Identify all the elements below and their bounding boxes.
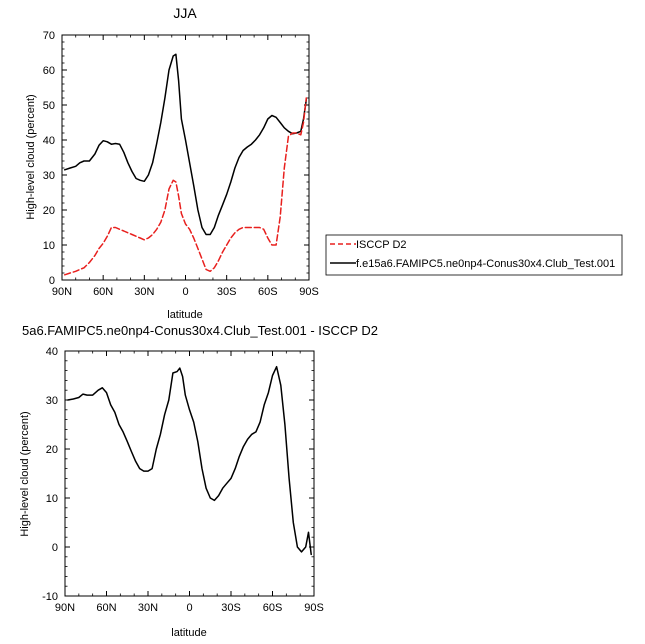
legend-label-model: f.e15a6.FAMIPC5.ne0np4-Conus30x4.Club_Te… (356, 258, 615, 270)
top-x-axis-label: latitude (167, 309, 202, 321)
bottom-x-tick-label: 30S (221, 602, 241, 614)
top-y-tick-label: 10 (43, 240, 55, 252)
bottom-y-tick-label: 40 (46, 346, 58, 358)
bottom-x-tick-label: 60S (263, 602, 283, 614)
top-y-tick-label: 30 (43, 170, 55, 182)
bottom-series-group (67, 365, 312, 556)
bottom-y-tick-label: 10 (46, 493, 58, 505)
top-x-tick-label: 90S (299, 286, 319, 298)
top-y-tick-label: 50 (43, 100, 55, 112)
bottom-y-tick-label: 0 (52, 542, 58, 554)
top-x-tick-label: 90N (52, 286, 72, 298)
top-series-group (63, 53, 308, 276)
top-series-line-isccp (63, 97, 308, 276)
bottom-y-axis-label: High-level cloud (percent) (19, 411, 31, 536)
bottom-y-tick-label: 30 (46, 395, 58, 407)
top-y-tick-label: 40 (43, 135, 55, 147)
top-y-tick-label: 20 (43, 205, 55, 217)
legend-label-isccp: ISCCP D2 (356, 239, 407, 251)
bottom-x-tick-label: 30N (138, 602, 158, 614)
bottom-x-tick-label: 0 (186, 602, 192, 614)
top-y-axis-label: High-level cloud (percent) (25, 94, 37, 219)
top-x-tick-label: 30S (217, 286, 237, 298)
top-x-tick-label: 60N (93, 286, 113, 298)
bottom-x-tick-label: 90N (55, 602, 75, 614)
bottom-x-tick-label: 60N (96, 602, 116, 614)
top-y-tick-label: 60 (43, 65, 55, 77)
top-plot-frame (61, 34, 310, 281)
bottom-x-tick-label: 90S (304, 602, 324, 614)
top-x-tick-label: 60S (258, 286, 278, 298)
top-y-tick-label: 70 (43, 30, 55, 42)
legend: ISCCP D2 f.e15a6.FAMIPC5.ne0np4-Conus30x… (325, 234, 623, 276)
bottom-series-line-difference (67, 365, 312, 556)
bottom-panel: 5a6.FAMIPC5.ne0np4-Conus30x4.Club_Test.0… (19, 323, 378, 639)
top-x-tick-label: 30N (134, 286, 154, 298)
top-y-tick-label: 0 (49, 275, 55, 287)
top-chart-title: JJA (173, 5, 197, 21)
bottom-y-tick-label: 20 (46, 444, 58, 456)
top-panel: JJA High-level cloud (percent) latitude … (25, 5, 319, 321)
bottom-x-axis-label: latitude (171, 627, 206, 639)
bottom-chart-title: 5a6.FAMIPC5.ne0np4-Conus30x4.Club_Test.0… (22, 323, 378, 338)
top-x-tick-label: 0 (182, 286, 188, 298)
top-tick-group: 90N 60N 30N 0 30S 60S 90S 0 10 20 30 40 50 60 70 (43, 30, 319, 298)
bottom-y-tick-label: -10 (42, 591, 58, 603)
bottom-plot-frame (64, 350, 315, 597)
legend-box (325, 234, 623, 276)
top-series-line-model (63, 53, 308, 236)
